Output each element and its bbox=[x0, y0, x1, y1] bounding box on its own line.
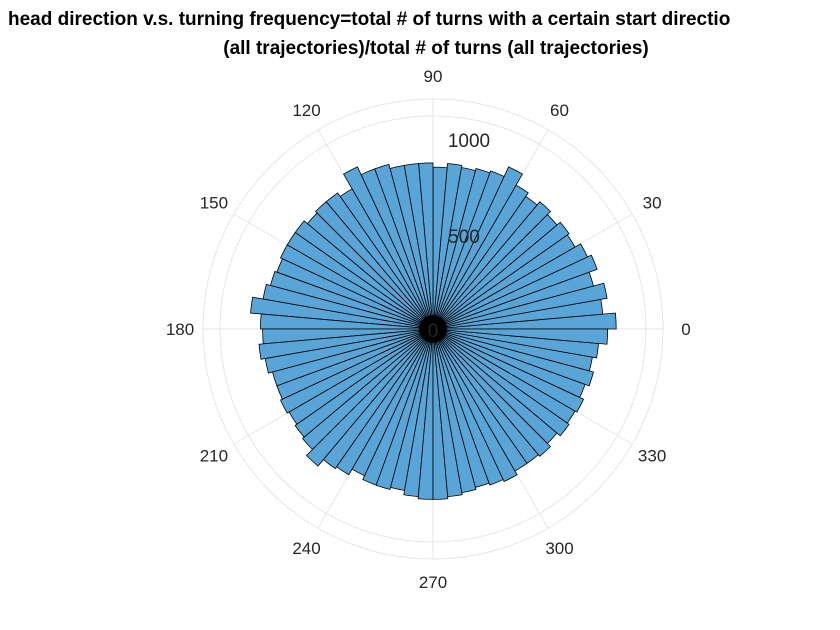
theta-tick-label-240: 240 bbox=[292, 539, 320, 558]
bar-177.5-deg bbox=[260, 313, 434, 330]
bar-252.5-deg bbox=[375, 328, 434, 490]
bar-357.5-deg bbox=[432, 328, 609, 345]
bar-37.5-deg bbox=[432, 221, 570, 330]
bar-342.5-deg bbox=[432, 328, 594, 387]
theta-tick-label-180: 180 bbox=[166, 320, 194, 339]
bar-227.5-deg bbox=[305, 328, 434, 467]
theta-tick-label-120: 120 bbox=[292, 101, 320, 120]
theta-tick-label-60: 60 bbox=[550, 101, 569, 120]
chart-title: head direction v.s. turning frequency=to… bbox=[8, 9, 730, 59]
bar-237.5-deg bbox=[335, 328, 434, 476]
title-line-2: (all trajectories)/total # of turns (all… bbox=[223, 38, 649, 59]
angular-tick-labels: 0 30 60 90 120 150 180 210 240 270 300 330 bbox=[166, 67, 691, 592]
theta-tick-label-90: 90 bbox=[424, 67, 443, 86]
theta-tick-label-300: 300 bbox=[545, 539, 573, 558]
bar-27.5-deg bbox=[432, 243, 588, 330]
title-line-1: head direction v.s. turning frequency=to… bbox=[8, 9, 730, 30]
theta-tick-label-0: 0 bbox=[681, 320, 690, 339]
r-tick-label-0: 0 bbox=[428, 321, 439, 342]
theta-tick-label-270: 270 bbox=[419, 573, 447, 592]
bar-132.5-deg bbox=[314, 201, 434, 330]
bar-47.5-deg bbox=[432, 201, 552, 330]
bar-297.5-deg bbox=[432, 328, 518, 483]
bar-332.5-deg bbox=[432, 328, 585, 413]
r-tick-label-500: 500 bbox=[448, 227, 480, 248]
theta-tick-label-330: 330 bbox=[638, 447, 666, 466]
origin-marker bbox=[419, 315, 447, 343]
bar-207.5-deg bbox=[279, 328, 434, 414]
bar-22.5-deg bbox=[432, 254, 598, 330]
bar-62.5-deg bbox=[432, 166, 524, 330]
r-tick-label-1000: 1000 bbox=[448, 131, 490, 152]
theta-tick-label-210: 210 bbox=[200, 447, 228, 466]
histogram-bars bbox=[250, 162, 617, 500]
bar-312.5-deg bbox=[432, 328, 552, 457]
bar-72.5-deg bbox=[432, 168, 491, 330]
theta-tick-label-150: 150 bbox=[200, 194, 228, 213]
bar-172.5-deg bbox=[250, 296, 434, 330]
bar-117.5-deg bbox=[342, 166, 434, 330]
bar-82.5-deg bbox=[432, 163, 463, 330]
radial-tick-labels: 0 500 1000 bbox=[428, 131, 490, 342]
bar-232.5-deg bbox=[322, 328, 434, 470]
bar-152.5-deg bbox=[279, 244, 434, 330]
bar-67.5-deg bbox=[432, 170, 505, 330]
bar-322.5-deg bbox=[432, 328, 570, 437]
theta-tick-label-30: 30 bbox=[643, 194, 662, 213]
origin-dense-center bbox=[419, 315, 447, 343]
